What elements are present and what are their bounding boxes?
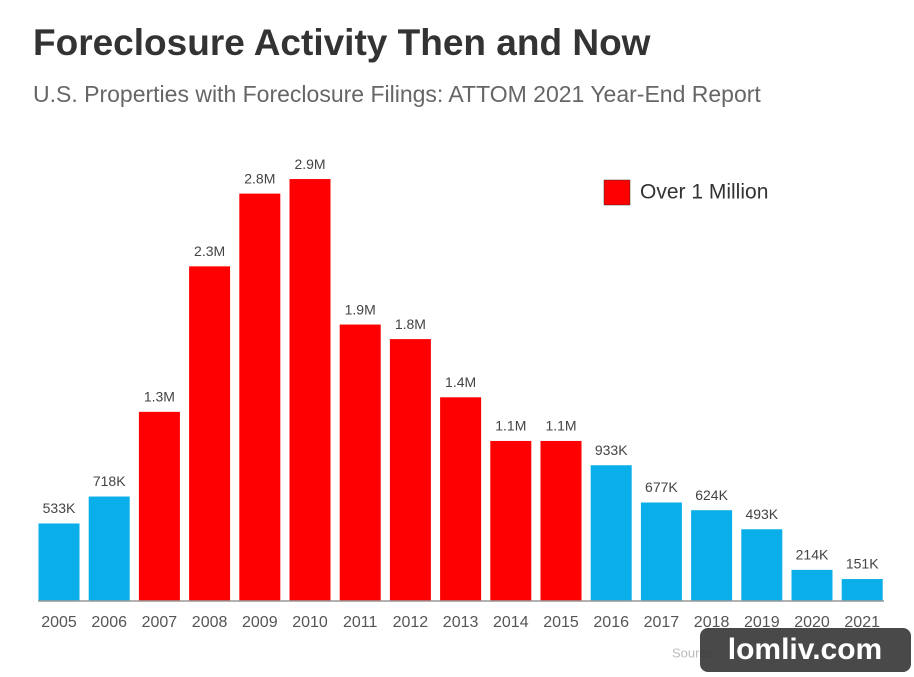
chart-subtitle: U.S. Properties with Foreclosure Filings… <box>33 81 761 107</box>
data-label: 214K <box>796 547 829 563</box>
bar <box>38 523 80 601</box>
data-label: 718K <box>93 473 126 489</box>
x-tick-label: 2020 <box>794 614 830 631</box>
data-label: 2.9M <box>294 156 325 172</box>
x-tick-label: 2012 <box>393 614 429 631</box>
bar <box>590 465 632 601</box>
bar <box>339 324 381 601</box>
data-label: 493K <box>745 506 778 522</box>
data-label: 1.9M <box>345 301 376 317</box>
x-tick-label: 2013 <box>443 614 479 631</box>
bar <box>741 529 783 601</box>
x-tick-label: 2011 <box>343 614 378 631</box>
bar <box>841 579 883 601</box>
x-tick-label: 2016 <box>593 614 629 631</box>
x-tick-label: 2021 <box>844 614 880 631</box>
bar <box>189 266 231 601</box>
bar <box>138 411 180 601</box>
chart-title: Foreclosure Activity Then and Now <box>33 22 651 63</box>
data-label: 624K <box>695 487 728 503</box>
bar <box>640 502 682 601</box>
data-label: 933K <box>595 442 628 458</box>
bar <box>289 179 331 602</box>
x-tick-label: 2010 <box>292 614 328 631</box>
legend-label: Over 1 Million <box>640 181 768 204</box>
bar <box>88 496 130 601</box>
x-tick-label: 2009 <box>242 614 278 631</box>
watermark: lomliv.com <box>728 633 882 666</box>
x-tick-label: 2005 <box>41 614 77 631</box>
data-label: 151K <box>846 556 879 572</box>
bar <box>540 440 582 601</box>
x-tick-label: 2019 <box>744 614 780 631</box>
bar <box>490 440 532 601</box>
data-label: 533K <box>43 500 76 516</box>
data-label: 1.1M <box>545 418 576 434</box>
bar <box>440 397 482 601</box>
data-label: 1.3M <box>144 389 175 405</box>
x-tick-label: 2007 <box>142 614 178 631</box>
bar <box>791 569 833 601</box>
x-tick-label: 2006 <box>91 614 127 631</box>
x-tick-label: 2017 <box>644 614 680 631</box>
bar <box>239 193 281 601</box>
x-tick-label: 2015 <box>543 614 579 631</box>
bar <box>691 510 733 601</box>
data-label: 677K <box>645 479 678 495</box>
x-tick-label: 2018 <box>694 614 730 631</box>
data-label: 1.4M <box>445 374 476 390</box>
watermark-box <box>700 628 911 672</box>
x-tick-label: 2014 <box>493 614 529 631</box>
data-label: 2.3M <box>194 243 225 259</box>
bar <box>389 339 431 601</box>
legend-swatch <box>603 179 631 206</box>
x-tick-label: 2008 <box>192 614 228 631</box>
data-label: 1.1M <box>495 418 526 434</box>
data-label: 1.8M <box>395 316 426 332</box>
data-label: 2.8M <box>244 170 275 186</box>
